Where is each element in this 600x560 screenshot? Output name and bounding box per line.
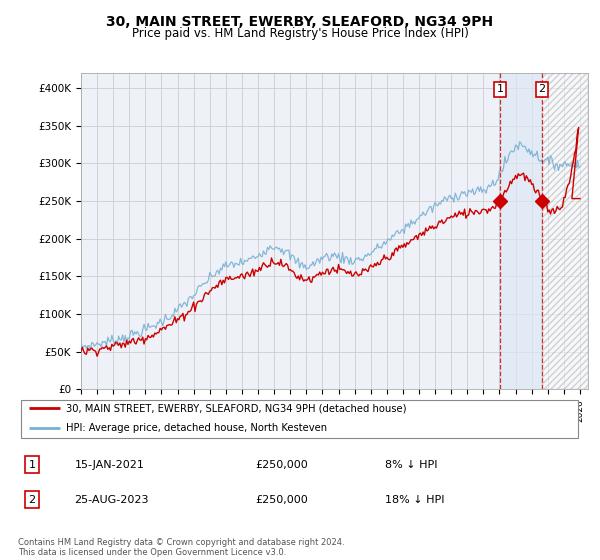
FancyBboxPatch shape [21, 400, 578, 437]
Bar [500, 73, 542, 389]
Text: Contains HM Land Registry data © Crown copyright and database right 2024.
This d: Contains HM Land Registry data © Crown c… [18, 538, 344, 557]
Text: £250,000: £250,000 [255, 460, 308, 470]
Bar [542, 73, 588, 389]
Text: HPI: Average price, detached house, North Kesteven: HPI: Average price, detached house, Nort… [66, 423, 327, 433]
Text: Price paid vs. HM Land Registry's House Price Index (HPI): Price paid vs. HM Land Registry's House … [131, 27, 469, 40]
Text: 25-AUG-2023: 25-AUG-2023 [74, 495, 149, 505]
Text: 1: 1 [29, 460, 35, 470]
Text: 30, MAIN STREET, EWERBY, SLEAFORD, NG34 9PH: 30, MAIN STREET, EWERBY, SLEAFORD, NG34 … [106, 15, 494, 29]
Text: 30, MAIN STREET, EWERBY, SLEAFORD, NG34 9PH (detached house): 30, MAIN STREET, EWERBY, SLEAFORD, NG34 … [66, 403, 406, 413]
Text: 1: 1 [497, 85, 503, 95]
Text: 18% ↓ HPI: 18% ↓ HPI [385, 495, 444, 505]
Text: 15-JAN-2021: 15-JAN-2021 [74, 460, 144, 470]
Text: 8% ↓ HPI: 8% ↓ HPI [385, 460, 437, 470]
Text: 2: 2 [539, 85, 545, 95]
Text: £250,000: £250,000 [255, 495, 308, 505]
Text: 2: 2 [29, 495, 35, 505]
